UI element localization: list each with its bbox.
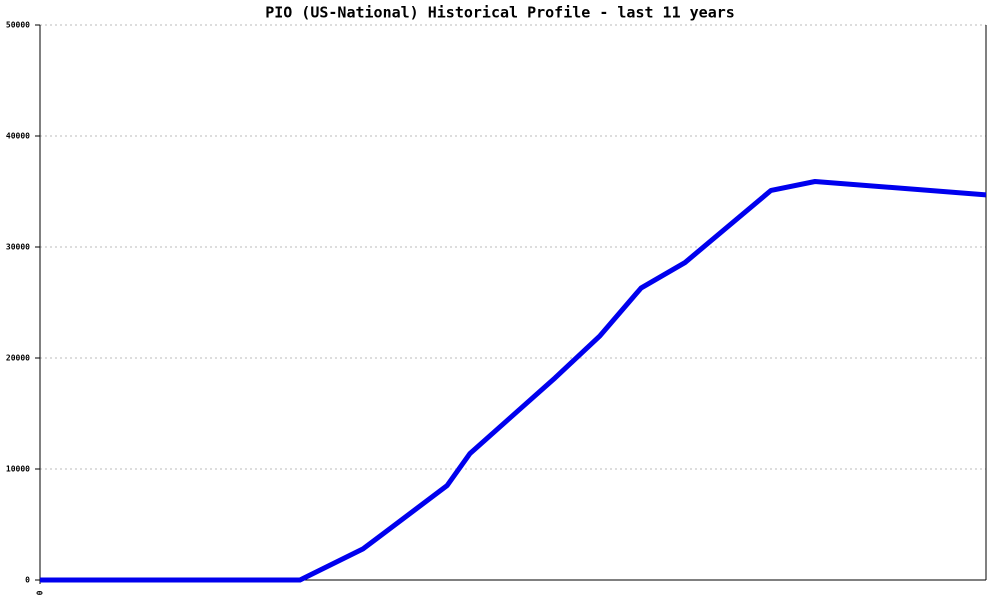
y-tick-label: 10000 <box>6 465 30 474</box>
y-tick-label: 40000 <box>6 132 30 141</box>
chart-title: PIO (US-National) Historical Profile - l… <box>265 4 735 22</box>
y-tick-label: 30000 <box>6 243 30 252</box>
y-tick-label: 50000 <box>6 21 30 30</box>
data-line <box>40 179 987 583</box>
y-tick-label: 20000 <box>6 354 30 363</box>
y-tick-label: 0 <box>25 576 30 585</box>
x-tick-label: 0 <box>36 590 45 595</box>
